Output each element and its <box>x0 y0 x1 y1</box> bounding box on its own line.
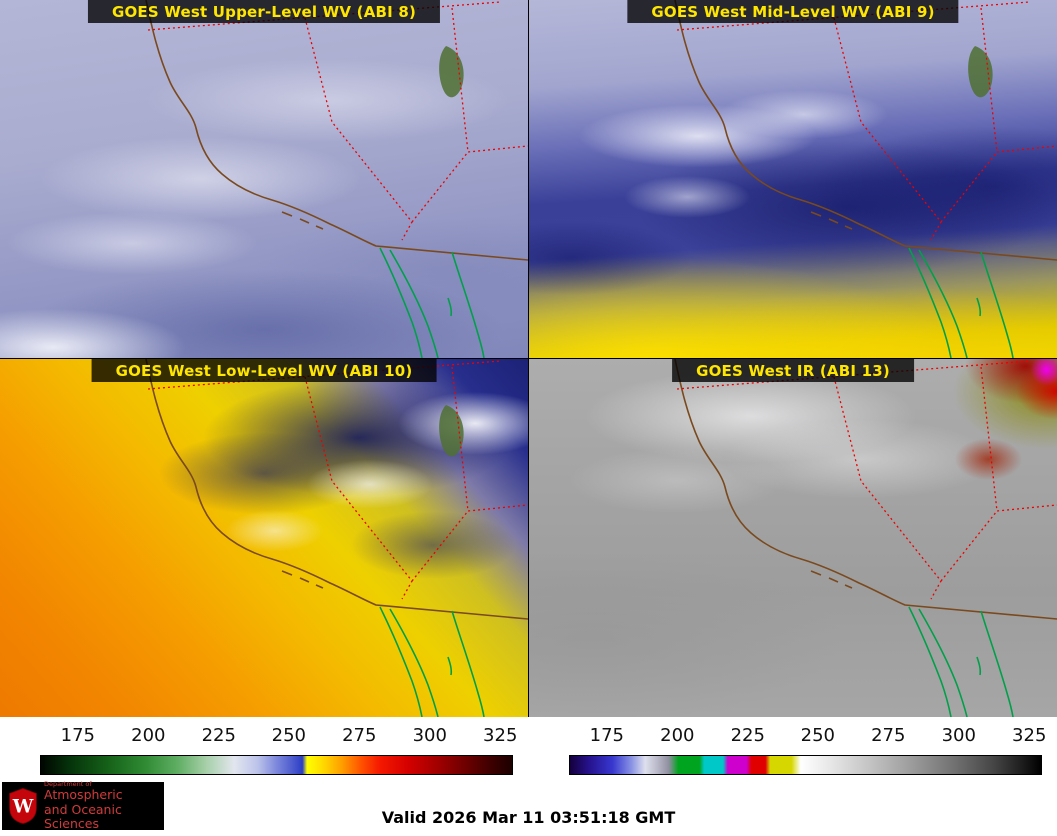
panel-upper-level-wv: GOES West Upper-Level WV (ABI 8) <box>0 0 528 358</box>
colorbar-tick-label: 250 <box>800 725 835 746</box>
ir-colorbar <box>569 755 1042 775</box>
map-boundaries-overlay <box>145 0 528 358</box>
colorbar-section: 175 200 225 250 275 300 325 175 200 225 … <box>0 717 1057 780</box>
panel-title-text: GOES West Low-Level WV (ABI 10) <box>115 362 413 380</box>
panel-title-bar: GOES West Upper-Level WV (ABI 8) <box>87 0 441 23</box>
colorbar-tick-label: 200 <box>131 725 166 746</box>
panel-title-text: GOES West IR (ABI 13) <box>696 362 890 380</box>
logo-line2-text: and Oceanic Sciences <box>44 801 122 832</box>
colorbar-tick-label: 175 <box>60 725 96 746</box>
wv-colorbar <box>40 755 513 775</box>
logo-line1-text: Atmospheric <box>44 787 123 803</box>
footer: W Department of Atmospheric and Oceanic … <box>0 780 1057 836</box>
map-boundaries-overlay <box>674 359 1057 717</box>
logo-text-block: Department of Atmospheric and Oceanic Sc… <box>44 779 158 832</box>
panel-title-bar: GOES West Mid-Level WV (ABI 9) <box>627 0 959 23</box>
colorbar-tick-label: 300 <box>941 725 976 746</box>
wv-colorbar-group: 175 200 225 250 275 300 325 <box>0 717 528 780</box>
map-boundaries-overlay <box>145 359 528 717</box>
colorbar-tick-label: 275 <box>871 725 906 746</box>
satellite-quad-grid: GOES West Upper-Level WV (ABI 8) GOES We… <box>0 0 1057 717</box>
colorbar-tick-label: 200 <box>660 725 695 746</box>
panel-title-text: GOES West Upper-Level WV (ABI 8) <box>111 3 417 21</box>
panel-mid-level-wv: GOES West Mid-Level WV (ABI 9) <box>529 0 1057 358</box>
panel-title-bar: GOES West IR (ABI 13) <box>672 359 914 382</box>
colorbar-tick-label: 225 <box>730 725 765 746</box>
panel-low-level-wv: GOES West Low-Level WV (ABI 10) <box>0 359 528 717</box>
colorbar-tick-label: 275 <box>342 725 377 746</box>
ir-colorbar-group: 175 200 225 250 275 300 325 <box>529 717 1057 780</box>
crest-letter: W <box>12 797 34 818</box>
colorbar-tick-label: 250 <box>271 725 306 746</box>
panel-title-text: GOES West Mid-Level WV (ABI 9) <box>651 3 935 21</box>
ir-image <box>529 359 1057 717</box>
colorbar-tick-label: 175 <box>589 725 625 746</box>
valid-time-label: Valid 2026 Mar 11 03:51:18 GMT <box>381 808 676 827</box>
colorbar-tick-label: 325 <box>1012 725 1047 746</box>
map-boundaries-overlay <box>674 0 1057 358</box>
uw-aos-logo: W Department of Atmospheric and Oceanic … <box>2 779 164 832</box>
uw-crest-icon: W <box>9 788 37 824</box>
colorbar-tick-label: 225 <box>201 725 236 746</box>
panel-ir: GOES West IR (ABI 13) <box>529 359 1057 717</box>
logo-dept-text: Department of <box>44 779 92 788</box>
panel-title-bar: GOES West Low-Level WV (ABI 10) <box>91 359 437 382</box>
colorbar-tick-label: 300 <box>412 725 447 746</box>
colorbar-tick-label: 325 <box>483 725 518 746</box>
